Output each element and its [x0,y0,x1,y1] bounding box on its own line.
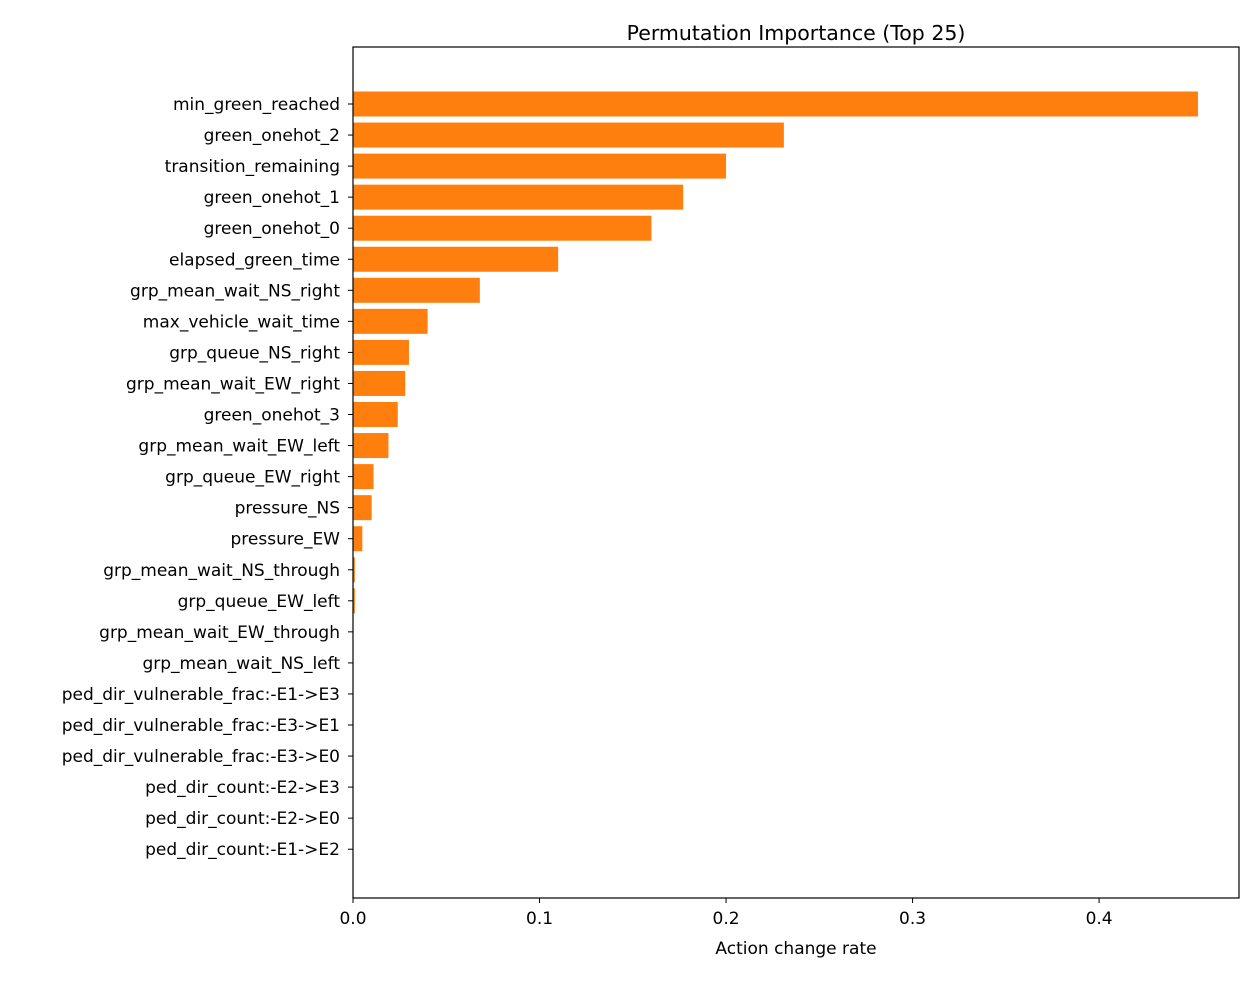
chart-title: Permutation Importance (Top 25) [627,21,966,45]
x-tick-label: 0.3 [899,909,926,929]
bar [353,308,428,334]
x-tick-label: 0.4 [1086,909,1113,929]
plot-frame [352,46,1240,899]
category-label: grp_mean_wait_NS_left [142,654,340,674]
bar [353,122,784,148]
bar [353,557,355,583]
category-label: green_onehot_0 [204,219,340,239]
category-label: grp_queue_EW_right [165,468,340,488]
category-labels: min_green_reached green_onehot_2 transitio… [62,95,353,860]
category-label: ped_dir_vulnerable_frac:-E1->E3 [62,685,340,705]
category-label: grp_mean_wait_EW_right [126,374,340,394]
category-label: grp_mean_wait_EW_through [99,623,340,643]
category-label: green_onehot_1 [204,188,340,208]
category-label: grp_queue_NS_right [169,343,340,363]
bar [353,153,727,179]
category-label: grp_mean_wait_EW_left [138,437,340,457]
category-label: transition_remaining [165,157,340,177]
x-axis-label: Action change rate [715,939,876,959]
bar [353,588,355,614]
bar [353,495,372,521]
category-label: elapsed_green_time [169,250,340,270]
category-label: min_green_reached [173,95,340,115]
category-label: ped_dir_count:-E2->E3 [145,778,340,798]
bar [353,370,406,396]
x-tick-label: 0.0 [339,909,366,929]
bar [353,402,398,427]
category-label: grp_mean_wait_NS_through [103,561,340,581]
bar [353,184,684,210]
bars-layer [353,91,1198,614]
category-label: ped_dir_vulnerable_frac:-E3->E0 [62,747,340,767]
bar [353,433,389,459]
category-label: pressure_EW [231,530,341,550]
category-label: ped_dir_count:-E1->E2 [145,840,340,860]
category-label: green_onehot_2 [204,126,340,146]
bar [353,277,480,303]
category-label: max_vehicle_wait_time [143,312,340,332]
x-tick-label: 0.1 [526,909,553,929]
category-label: green_onehot_3 [204,406,340,426]
bar [353,246,559,272]
x-tick-label: 0.2 [713,909,740,929]
x-axis-ticks: 0.0 0.1 0.2 0.3 0.4 [339,898,1113,929]
bar [353,526,363,552]
category-label: pressure_NS [235,499,340,519]
bar [353,215,652,241]
bar [353,464,374,490]
category-label: ped_dir_vulnerable_frac:-E3->E1 [62,716,340,736]
category-label: grp_mean_wait_NS_right [130,281,340,301]
bar [353,339,409,365]
category-label: grp_queue_EW_left [178,592,341,612]
category-label: ped_dir_count:-E2->E0 [145,809,340,829]
bar [353,91,1198,117]
